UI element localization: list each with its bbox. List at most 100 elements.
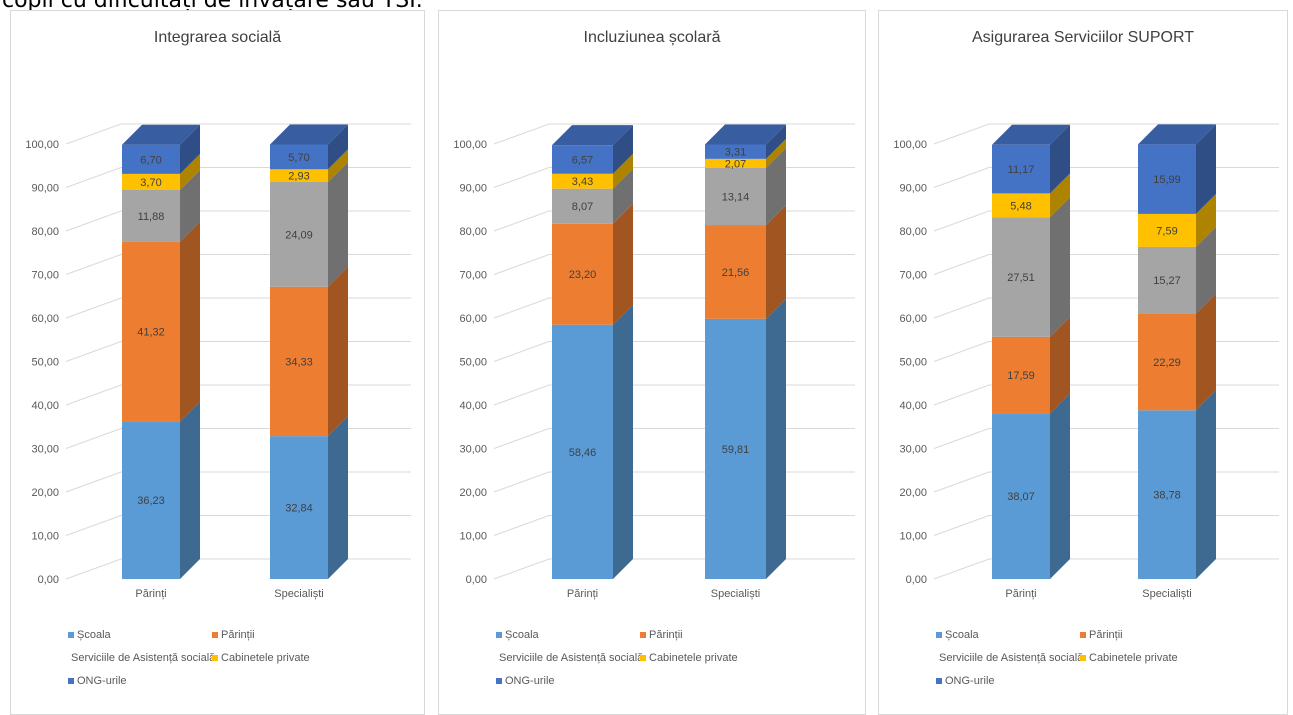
bar-top xyxy=(122,124,200,145)
legend-label: Școala xyxy=(945,628,979,641)
y-tick-label: 80,00 xyxy=(899,226,927,238)
y-tick-label: 50,00 xyxy=(899,357,927,369)
bar-segment-side xyxy=(1050,173,1070,218)
bar-top xyxy=(270,124,348,145)
gridline xyxy=(493,384,855,406)
data-label: 2,07 xyxy=(725,158,746,170)
data-label: 27,51 xyxy=(1007,272,1035,284)
legend-swatch xyxy=(1080,631,1086,638)
x-tick-label: Specialiști xyxy=(711,588,761,600)
data-label: 8,07 xyxy=(572,201,593,213)
bar-segment-side xyxy=(1050,316,1070,414)
data-label: 11,17 xyxy=(1008,164,1035,176)
legend-item: Serviciile de Asistență socială xyxy=(496,651,644,664)
data-label: 6,57 xyxy=(572,154,593,166)
y-tick-label: 20,00 xyxy=(31,487,59,499)
legend-item: Școala xyxy=(496,629,640,641)
bar-segment xyxy=(122,189,180,242)
bar-segment xyxy=(270,436,328,579)
legend-item: Școala xyxy=(68,629,212,641)
bar-segment-side xyxy=(1196,124,1216,214)
legend-label: Serviciile de Asistență socială xyxy=(499,651,644,664)
bar-segment xyxy=(705,158,766,168)
gridline xyxy=(933,123,1279,145)
y-tick-label: 0,00 xyxy=(906,574,927,586)
bar-segment xyxy=(992,144,1050,194)
chart-panel-incluziunea-scolara: Incluziunea școlară 0,00 10,00 20,00 30,00 4… xyxy=(438,10,866,715)
bar-segment-side xyxy=(1196,226,1216,314)
legend-row: Școala Părinții xyxy=(496,623,826,646)
data-label: 15,99 xyxy=(1153,174,1181,186)
legend-item: Serviciile de Asistență socială xyxy=(68,651,216,664)
legend-swatch xyxy=(68,631,74,638)
gridline xyxy=(493,341,855,362)
gridline xyxy=(933,210,1279,232)
y-tick-label: 0,00 xyxy=(466,574,487,586)
bar-segment-side xyxy=(1196,293,1216,411)
gridline xyxy=(933,558,1279,580)
chart-legend: Școala Părinții Serviciile de Asistență so… xyxy=(936,623,1266,692)
bar-segment xyxy=(122,421,180,579)
gridline xyxy=(493,471,855,493)
bar-segment-side xyxy=(328,149,348,183)
y-tick-label: 60,00 xyxy=(899,313,927,325)
legend-item: Cabinetele private xyxy=(212,652,310,664)
gridline xyxy=(493,515,855,536)
gridline xyxy=(933,515,1279,536)
bar-segment-side xyxy=(613,125,633,174)
y-tick-label: 100,00 xyxy=(893,139,927,151)
gridline xyxy=(493,558,855,580)
x-tick-label: Părinți xyxy=(1005,588,1036,600)
legend-label: Părinții xyxy=(1089,628,1123,641)
bar-segment xyxy=(1138,313,1196,411)
chart-plot: 0,00 10,00 20,00 30,00 40,00 50,00 60,00 70,00 8… xyxy=(25,123,411,600)
bar-segment xyxy=(992,336,1050,414)
data-label: 6,70 xyxy=(140,154,161,166)
gridline xyxy=(933,384,1279,406)
y-tick-label: 60,00 xyxy=(31,313,59,325)
data-label: 3,31 xyxy=(725,147,746,159)
bar-segment-side xyxy=(180,401,200,579)
data-label: 2,93 xyxy=(288,171,309,183)
bar-segment-side xyxy=(180,153,200,190)
legend-row: Serviciile de Asistență socială Cabinetel… xyxy=(496,646,826,669)
bar-segment xyxy=(270,169,328,183)
bar-segment xyxy=(992,193,1050,218)
bar-segment-side xyxy=(180,124,200,174)
legend-swatch xyxy=(496,677,502,684)
legend-swatch xyxy=(640,654,646,661)
y-tick-label: 40,00 xyxy=(459,400,487,412)
legend-item: Părinții xyxy=(1080,629,1123,641)
legend-label: ONG-urile xyxy=(77,674,127,687)
bar-segment-side xyxy=(328,416,348,579)
bar-segment-side xyxy=(1050,197,1070,337)
bar-segment xyxy=(270,286,328,437)
gridline xyxy=(933,167,1279,188)
legend-item: Părinții xyxy=(640,629,683,641)
legend-swatch xyxy=(1080,654,1086,661)
legend-label: Serviciile de Asistență socială xyxy=(71,651,216,664)
data-label: 22,29 xyxy=(1153,357,1181,369)
x-tick-label: Părinți xyxy=(567,588,598,600)
chart-legend: Școala Părinții Serviciile de Asistență so… xyxy=(68,623,398,692)
bar-segment xyxy=(552,145,613,174)
bar-segment xyxy=(552,188,613,224)
legend-label: ONG-urile xyxy=(945,674,995,687)
bar-segment xyxy=(122,173,180,190)
legend-item: Părinții xyxy=(212,629,255,641)
bar-segment-side xyxy=(180,169,200,242)
bar-segment xyxy=(1138,410,1196,579)
gridline xyxy=(493,210,855,232)
gridline xyxy=(493,123,855,145)
gridline xyxy=(65,254,411,275)
legend-swatch xyxy=(68,677,74,684)
legend-item: Cabinetele private xyxy=(1080,652,1178,664)
bar-segment-side xyxy=(613,203,633,325)
chart-title: Incluziunea școlară xyxy=(583,29,721,46)
bar-segment xyxy=(705,167,766,226)
data-label: 13,14 xyxy=(722,191,750,203)
data-label: 34,33 xyxy=(285,356,313,368)
y-tick-label: 30,00 xyxy=(899,444,927,456)
gridline xyxy=(933,254,1279,275)
bar-segment-side xyxy=(1196,390,1216,579)
